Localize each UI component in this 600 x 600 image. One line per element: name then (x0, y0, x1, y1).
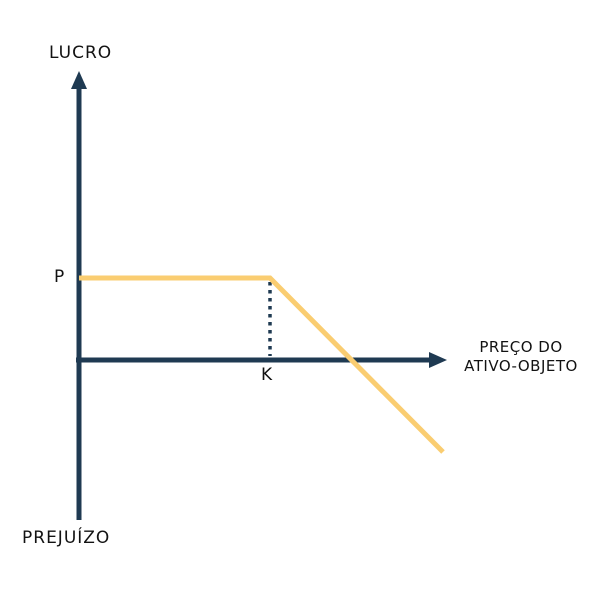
payoff-series-line (79, 275, 445, 454)
x-axis-label: PREÇO DO ATIVO-OBJETO (464, 338, 578, 375)
y-axis-top-label: LUCRO (49, 43, 113, 63)
y-axis-arrowhead-icon (71, 71, 87, 89)
premium-tick-label: P (54, 267, 65, 287)
x-axis-arrowhead-icon (429, 352, 447, 368)
y-axis-bottom-label: PREJUÍZO (22, 528, 111, 548)
strike-tick-label: K (261, 365, 273, 385)
